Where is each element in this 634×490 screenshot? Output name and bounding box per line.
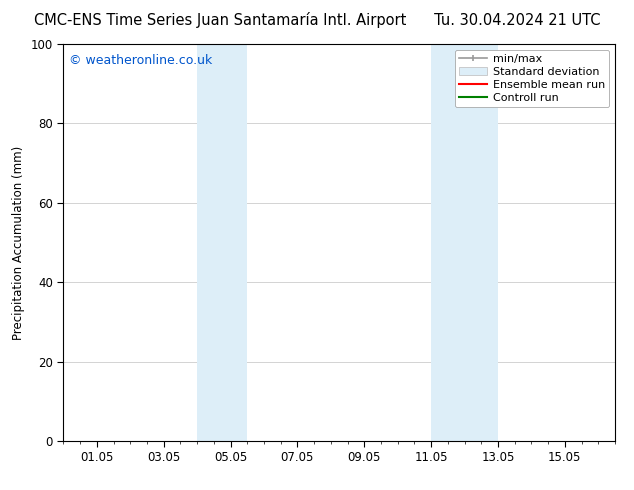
Legend: min/max, Standard deviation, Ensemble mean run, Controll run: min/max, Standard deviation, Ensemble me… xyxy=(455,49,609,107)
Y-axis label: Precipitation Accumulation (mm): Precipitation Accumulation (mm) xyxy=(12,146,25,340)
Text: CMC-ENS Time Series Juan Santamaría Intl. Airport      Tu. 30.04.2024 21 UTC: CMC-ENS Time Series Juan Santamaría Intl… xyxy=(34,12,600,28)
Text: © weatheronline.co.uk: © weatheronline.co.uk xyxy=(69,54,212,67)
Bar xyxy=(197,44,247,441)
Bar xyxy=(431,44,498,441)
